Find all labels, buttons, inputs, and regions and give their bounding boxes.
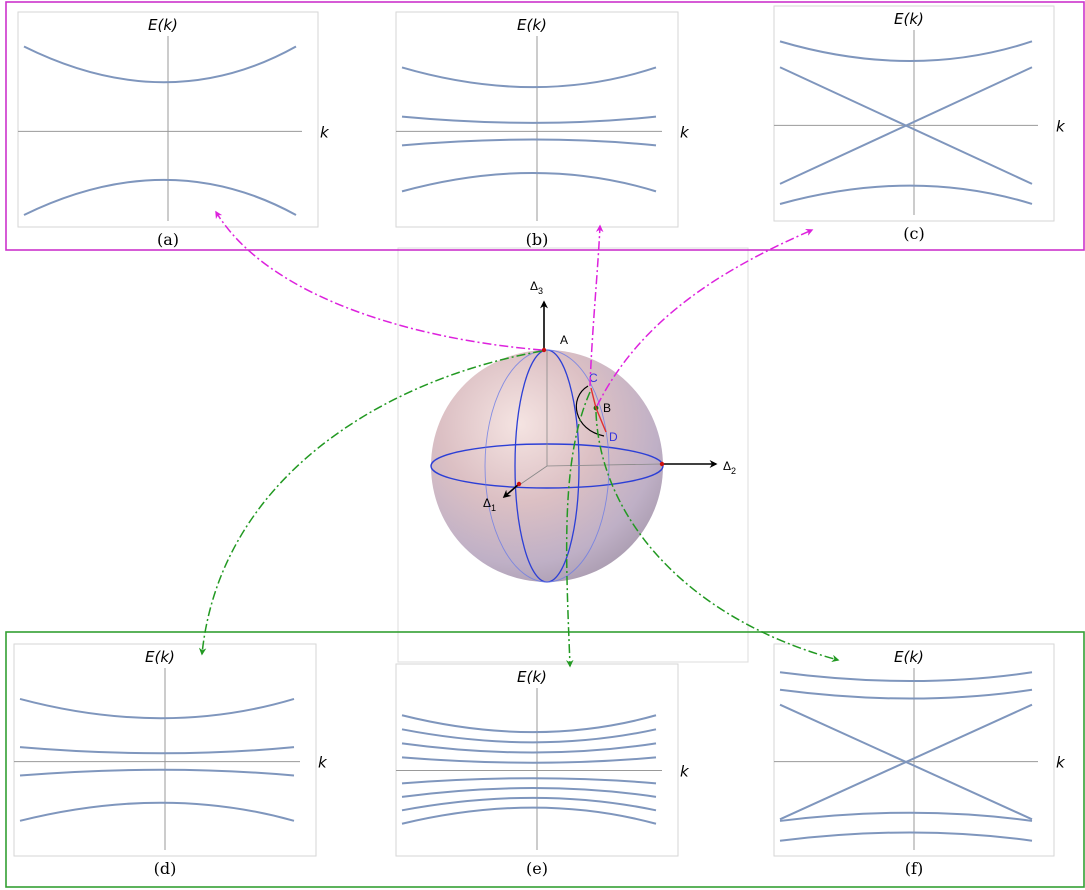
panel-f-band-1 bbox=[779, 703, 1033, 821]
panel-c-band-1 bbox=[779, 66, 1033, 185]
panel-a-x-label: k bbox=[320, 123, 330, 141]
panel-e-band-7 bbox=[401, 777, 657, 785]
panel-b-y-label: E(k) bbox=[517, 16, 547, 34]
arrow-c-to-panel-b bbox=[589, 224, 604, 387]
point-a-label: A bbox=[560, 333, 568, 347]
panel-b-band-0 bbox=[401, 66, 657, 89]
panel-e-band-5 bbox=[401, 796, 657, 812]
panel-e-y-label: E(k) bbox=[517, 668, 547, 686]
panel-e-band-1 bbox=[401, 728, 657, 744]
panel-f-y-label: E(k) bbox=[894, 648, 924, 666]
panel-a-caption: (a) bbox=[157, 230, 179, 249]
arrow-a-to-panel-a bbox=[215, 210, 543, 351]
path-red-cb bbox=[590, 387, 607, 433]
panel-f-band-3 bbox=[779, 688, 1033, 700]
bottom-group-border bbox=[5, 631, 1085, 888]
panel-d-band-0 bbox=[19, 697, 295, 720]
panel-f-caption: (f) bbox=[905, 859, 923, 878]
panel-d-band-1 bbox=[19, 746, 295, 755]
axis-delta2-label: Δ2 bbox=[723, 459, 736, 476]
panel-a-band-0 bbox=[23, 45, 297, 84]
panel-d-band-3 bbox=[19, 768, 295, 777]
panel-b-x-label: k bbox=[680, 123, 690, 141]
panel-c-band-2 bbox=[779, 40, 1033, 62]
panel-d: E(k) k (d) bbox=[13, 643, 328, 878]
top-group-border bbox=[5, 1, 1085, 251]
panel-d-band-2 bbox=[19, 801, 295, 822]
panel-e-band-3 bbox=[401, 756, 657, 764]
axis-delta1-arrow bbox=[502, 483, 520, 499]
panel-f-band-2 bbox=[779, 671, 1033, 683]
panel-a-y-label: E(k) bbox=[148, 16, 178, 34]
panel-e-band-0 bbox=[401, 714, 657, 734]
panel-b-band-3 bbox=[401, 138, 657, 147]
panel-d-y-label: E(k) bbox=[145, 648, 175, 666]
panel-b-band-1 bbox=[401, 115, 657, 124]
point-delta2-marker bbox=[659, 461, 665, 467]
point-b-label: B bbox=[603, 401, 611, 415]
panel-e-band-4 bbox=[401, 806, 657, 825]
arrow-b-to-panel-f bbox=[595, 411, 840, 663]
panel-c: E(k) k (c) bbox=[773, 5, 1066, 243]
panel-c-band-3 bbox=[779, 184, 1033, 205]
path-black-loop bbox=[575, 385, 605, 437]
panel-c-caption: (c) bbox=[903, 224, 924, 243]
arrow-b-to-panel-c bbox=[596, 228, 814, 407]
arrow-b-to-panel-e bbox=[565, 391, 591, 668]
panel-b: E(k) k (b) bbox=[395, 11, 690, 249]
bloch-sphere bbox=[430, 300, 718, 583]
panel-d-x-label: k bbox=[318, 754, 328, 772]
panel-e-band-6 bbox=[401, 787, 657, 798]
panel-f-x-label: k bbox=[1056, 754, 1066, 772]
point-c-label: C bbox=[589, 371, 598, 385]
panel-c-y-label: E(k) bbox=[894, 10, 924, 28]
point-d-label: D bbox=[609, 430, 618, 444]
panel-f-band-4 bbox=[779, 811, 1033, 822]
panel-e-band-2 bbox=[401, 742, 657, 754]
panel-b-band-2 bbox=[401, 172, 657, 193]
panel-c-x-label: k bbox=[1056, 117, 1066, 135]
panel-a-band-1 bbox=[23, 178, 297, 216]
panel-a: E(k) k (a) bbox=[17, 11, 330, 249]
axis-delta1-label: Δ1 bbox=[483, 496, 496, 513]
panel-f: E(k) k (f) bbox=[773, 643, 1066, 878]
arrow-a-to-panel-d bbox=[198, 350, 543, 656]
panel-e-x-label: k bbox=[680, 763, 690, 781]
point-a-marker bbox=[541, 347, 547, 353]
panel-d-caption: (d) bbox=[154, 859, 177, 878]
panel-e: E(k) k (e) bbox=[395, 663, 690, 878]
axis-delta3-label: Δ3 bbox=[530, 279, 543, 296]
panel-b-caption: (b) bbox=[526, 230, 549, 249]
point-delta1-marker bbox=[516, 481, 522, 487]
panel-f-band-5 bbox=[779, 831, 1033, 842]
panel-e-caption: (e) bbox=[526, 859, 548, 878]
